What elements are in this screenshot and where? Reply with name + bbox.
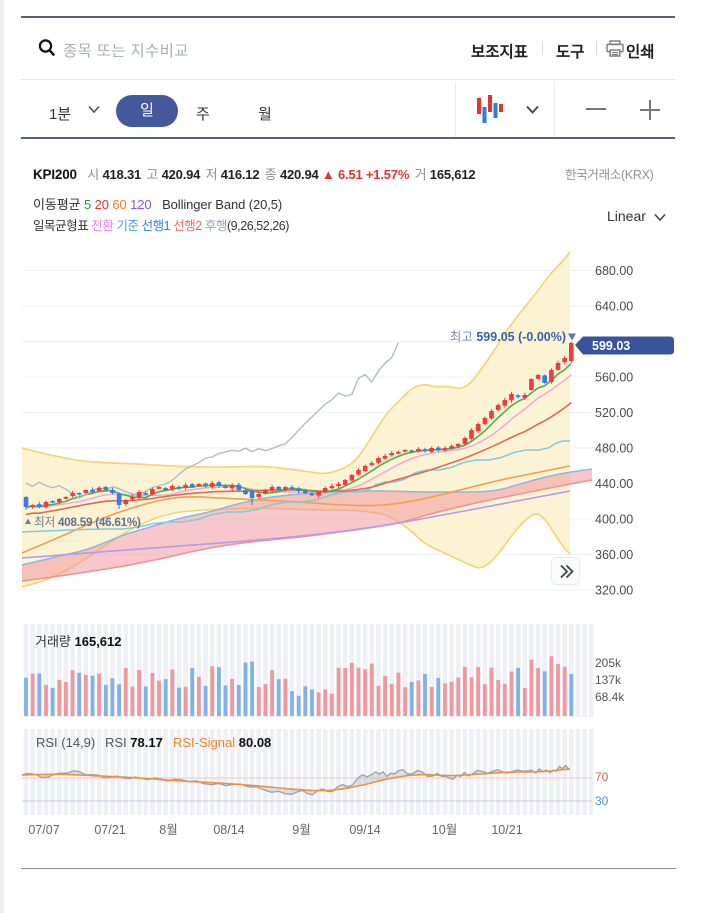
svg-text:RSI-Signal 80.08: RSI-Signal 80.08 xyxy=(173,735,271,750)
svg-text:최저 408.59 (46.61%): 최저 408.59 (46.61%) xyxy=(34,516,141,529)
svg-text:560.00: 560.00 xyxy=(595,370,633,384)
svg-text:640.00: 640.00 xyxy=(595,299,633,313)
svg-text:520.00: 520.00 xyxy=(595,406,633,420)
svg-text:9월: 9월 xyxy=(292,823,310,837)
svg-text:205k: 205k xyxy=(595,656,622,670)
svg-text:10월: 10월 xyxy=(432,823,457,837)
svg-text:68.4k: 68.4k xyxy=(595,690,625,704)
svg-text:400.00: 400.00 xyxy=(595,512,633,526)
svg-text:360.00: 360.00 xyxy=(595,548,633,562)
svg-text:440.00: 440.00 xyxy=(595,477,633,491)
svg-text:07/21: 07/21 xyxy=(94,823,125,837)
svg-text:08/14: 08/14 xyxy=(213,823,244,837)
svg-text:137k: 137k xyxy=(595,673,622,687)
svg-text:680.00: 680.00 xyxy=(595,264,633,278)
svg-text:30: 30 xyxy=(595,794,609,808)
svg-text:07/07: 07/07 xyxy=(28,823,59,837)
svg-text:거래량 165,612: 거래량 165,612 xyxy=(35,634,122,649)
svg-text:10/21: 10/21 xyxy=(491,823,522,837)
svg-text:최고 599.05 (-0.00%): 최고 599.05 (-0.00%) xyxy=(450,330,566,344)
svg-text:8월: 8월 xyxy=(159,823,177,837)
svg-text:RSI (14,9): RSI (14,9) xyxy=(36,735,95,750)
svg-text:RSI 78.17: RSI 78.17 xyxy=(105,735,163,750)
svg-text:320.00: 320.00 xyxy=(595,583,633,597)
svg-text:480.00: 480.00 xyxy=(595,441,633,455)
svg-text:599.03: 599.03 xyxy=(592,339,630,353)
svg-text:70: 70 xyxy=(595,770,609,784)
svg-text:09/14: 09/14 xyxy=(349,823,380,837)
